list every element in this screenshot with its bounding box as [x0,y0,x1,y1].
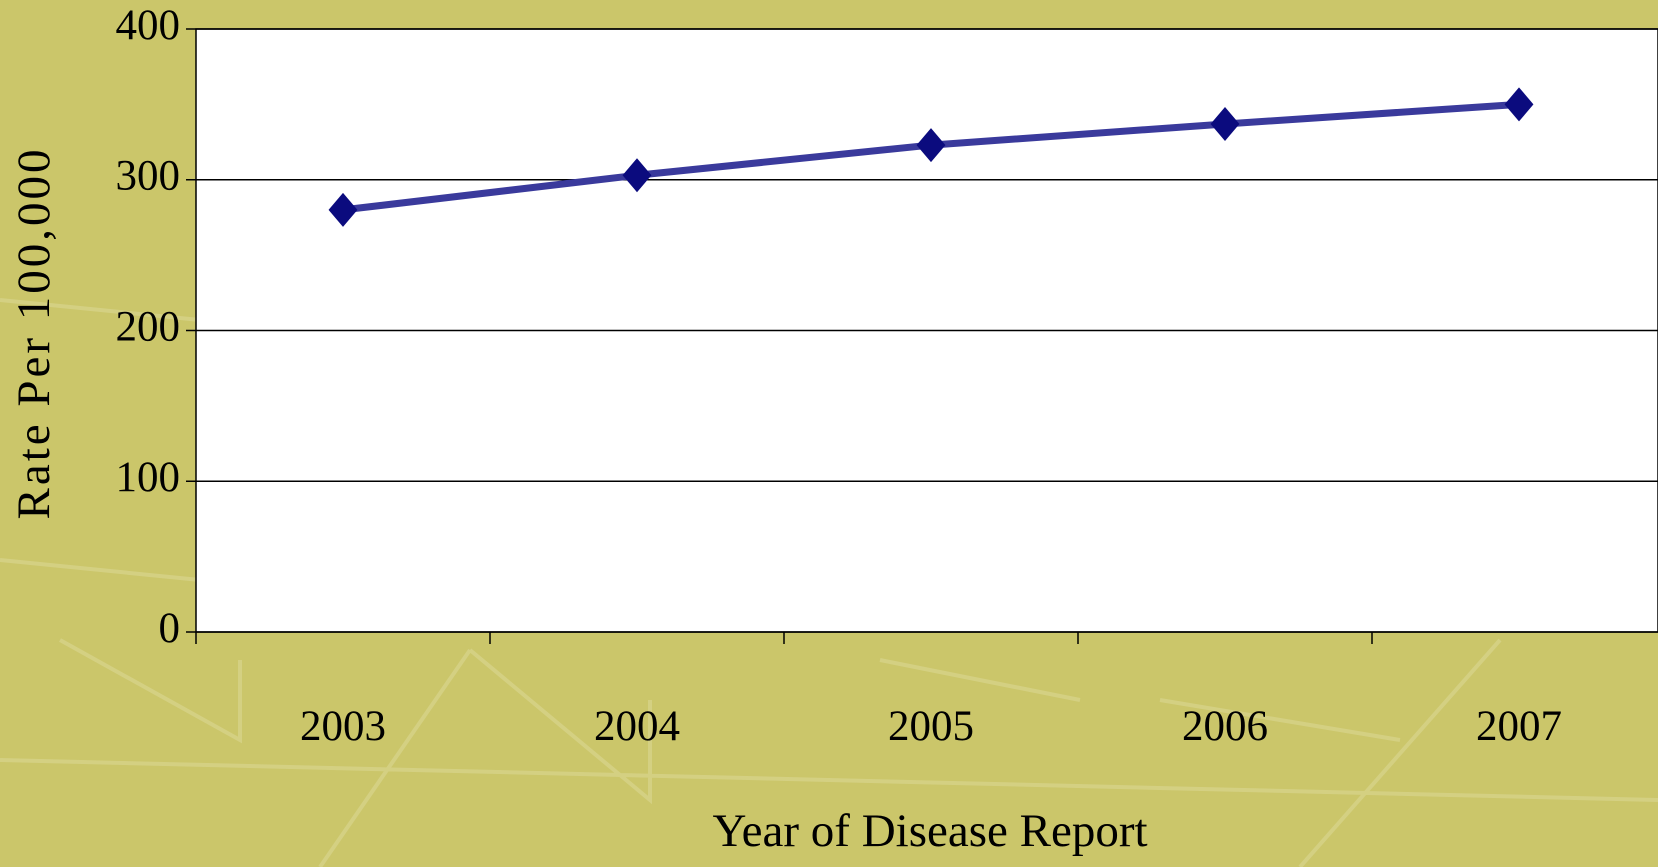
x-axis-title: Year of Disease Report [712,805,1147,857]
y-tick-label: 100 [116,454,181,501]
y-tick-label: 0 [159,605,181,652]
data-marker [1504,87,1534,122]
x-tick-label: 2003 [300,703,386,750]
x-tick-label: 2006 [1182,703,1268,750]
data-marker [328,192,358,227]
x-tick-label: 2004 [594,703,680,750]
data-marker [622,158,652,193]
y-tick-label: 400 [116,2,181,49]
y-axis-title: Rate Per 100,000 [8,146,60,519]
x-tick-label: 2007 [1476,703,1562,750]
data-marker [1210,106,1240,141]
x-tick-label: 2005 [888,703,974,750]
y-tick-label: 300 [116,153,181,200]
data-marker [916,128,946,163]
background-pattern [0,298,1658,867]
y-tick-label: 200 [116,303,181,350]
